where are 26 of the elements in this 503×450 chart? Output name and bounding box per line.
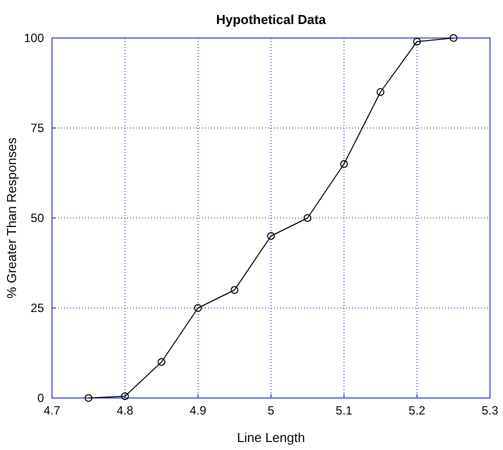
x-tick-label: 4.7 [44,404,61,418]
y-tick-label: 25 [30,300,44,315]
x-tick-label: 4.8 [116,404,134,418]
point [121,392,129,400]
x-axis-title: Line Length [237,430,305,445]
point [340,160,348,168]
point [158,358,166,366]
y-tick-label: 100 [24,30,44,45]
point [194,304,202,312]
x-tick-label: 5.3 [482,404,499,418]
y-tick-label: 50 [30,210,44,225]
point [304,214,312,222]
point [450,34,458,42]
point [413,38,421,46]
x-tick-label: 5 [268,404,275,418]
point [376,88,384,96]
chart-title: Hypothetical Data [216,12,327,27]
y-axis-title: % Greater Than Responses [4,137,19,298]
x-tick-label: 5.2 [408,404,426,418]
point [230,286,238,294]
point [267,232,275,240]
x-tick-label: 4.9 [190,404,207,418]
y-tick-label: 75 [30,120,44,135]
y-tick-label: 0 [37,390,44,405]
point [84,394,92,402]
x-tick-label: 5.1 [336,404,353,418]
